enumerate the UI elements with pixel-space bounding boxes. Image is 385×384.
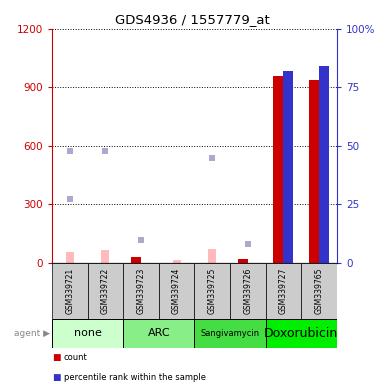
Bar (266, 319, 337, 348)
Bar (194, 263, 230, 319)
Text: none: none (74, 328, 102, 338)
Text: ■: ■ (52, 373, 60, 382)
Bar (123, 319, 194, 348)
Text: GSM339725: GSM339725 (208, 268, 217, 314)
Text: GSM339724: GSM339724 (172, 268, 181, 314)
Text: GSM339727: GSM339727 (279, 268, 288, 314)
Bar (238, 259, 248, 263)
Text: Doxorubicin: Doxorubicin (264, 327, 338, 339)
Bar (52, 263, 88, 319)
Bar (301, 263, 337, 319)
Bar (319, 66, 329, 263)
Bar (172, 260, 181, 263)
Text: ■: ■ (52, 353, 60, 362)
Text: agent ▶: agent ▶ (14, 329, 50, 338)
Text: ARC: ARC (147, 328, 170, 338)
Text: GSM339723: GSM339723 (137, 268, 146, 314)
Text: GSM339721: GSM339721 (65, 268, 74, 314)
Bar (131, 257, 141, 263)
Bar (123, 263, 159, 319)
Bar (101, 250, 109, 263)
Text: count: count (64, 353, 87, 362)
Bar (309, 79, 319, 263)
Bar (194, 319, 266, 348)
Text: GSM339726: GSM339726 (243, 268, 252, 314)
Text: GSM339765: GSM339765 (315, 268, 323, 314)
Bar (52, 319, 123, 348)
Text: percentile rank within the sample: percentile rank within the sample (64, 373, 206, 382)
Text: Sangivamycin: Sangivamycin (201, 329, 259, 338)
Bar (273, 76, 283, 263)
Bar (230, 263, 266, 319)
Bar (66, 252, 74, 263)
Bar (283, 71, 293, 263)
Text: GDS4936 / 1557779_at: GDS4936 / 1557779_at (115, 13, 270, 26)
Bar (88, 263, 123, 319)
Bar (266, 263, 301, 319)
Bar (208, 249, 216, 263)
Bar (159, 263, 194, 319)
Text: GSM339722: GSM339722 (101, 268, 110, 314)
